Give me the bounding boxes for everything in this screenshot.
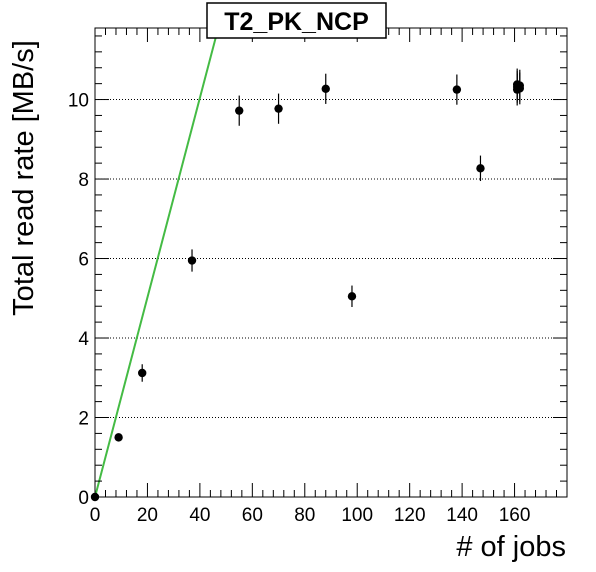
data-point xyxy=(476,155,485,182)
chart-title-box: T2_PK_NCP xyxy=(206,2,387,39)
chart-title: T2_PK_NCP xyxy=(224,8,369,36)
point-marker xyxy=(476,164,485,173)
x-tick-label: 140 xyxy=(446,505,478,526)
y-tick-label: 8 xyxy=(78,170,89,191)
x-tick-label: 60 xyxy=(242,505,263,526)
point-marker xyxy=(138,368,147,378)
x-tick-label: 100 xyxy=(341,505,373,526)
point-marker xyxy=(187,256,197,265)
reference-line xyxy=(94,27,220,498)
y-tick-label: 0 xyxy=(78,488,89,509)
y-axis-label: Total read rate [MB/s] xyxy=(8,40,40,316)
data-point xyxy=(114,433,123,442)
x-tick-label: 160 xyxy=(499,505,531,526)
x-tick-label: 20 xyxy=(137,505,158,526)
x-tick-label: 40 xyxy=(189,505,210,526)
data-point xyxy=(452,74,462,105)
x-tick-label: 80 xyxy=(294,505,315,526)
data-point xyxy=(274,93,283,124)
y-tick-label: 4 xyxy=(78,329,89,350)
reference-line-layer xyxy=(94,27,220,498)
x-tick-label: 120 xyxy=(394,505,426,526)
y-tick-label: 6 xyxy=(78,250,89,271)
point-marker xyxy=(515,81,524,90)
point-marker xyxy=(452,85,462,94)
point-marker xyxy=(235,106,244,115)
plot-frame xyxy=(94,27,568,498)
data-point xyxy=(138,364,147,382)
data-point xyxy=(347,285,357,308)
data-point xyxy=(515,69,524,102)
point-marker xyxy=(114,433,123,442)
y-tick-label: 2 xyxy=(78,409,89,430)
axis-ticks xyxy=(94,28,568,498)
data-points xyxy=(90,68,524,502)
x-tick-label: 0 xyxy=(90,505,101,526)
point-marker xyxy=(274,104,283,113)
data-point xyxy=(321,73,330,104)
data-point xyxy=(187,249,197,272)
point-marker xyxy=(321,84,330,94)
grid-lines xyxy=(95,99,567,419)
point-marker xyxy=(347,292,357,301)
y-tick-label: 10 xyxy=(68,91,89,112)
data-point xyxy=(235,95,244,126)
x-axis-label: # of jobs xyxy=(456,531,566,563)
